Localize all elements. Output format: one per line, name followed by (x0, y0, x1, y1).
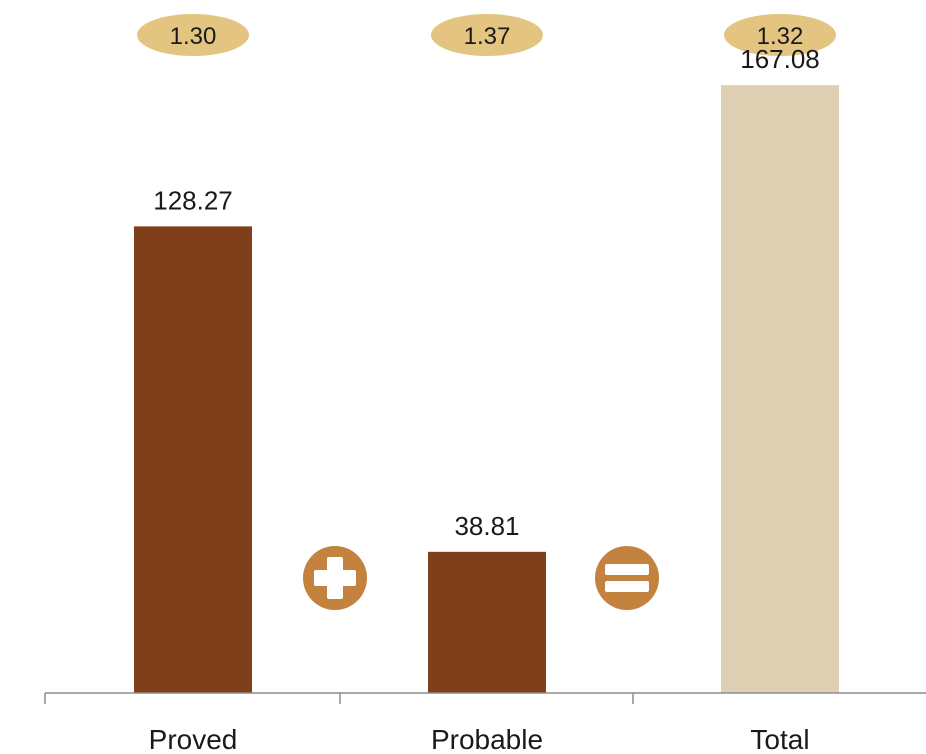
value-label: 128.27 (153, 185, 233, 215)
category-label: Probable (431, 724, 543, 754)
ratio-badge: 1.37 (431, 14, 543, 56)
plus-circle-icon (303, 546, 367, 610)
value-label: 38.81 (454, 511, 519, 541)
ratio-badges: 1.30 1.37 1.32 (137, 14, 836, 56)
ratio-badge-shape (724, 14, 836, 56)
bar-total (721, 85, 839, 693)
category-labels: Proved Probable Total (149, 724, 810, 754)
equals-circle-icon (595, 546, 659, 610)
value-labels: 128.27 38.81 167.08 (153, 44, 820, 541)
ratio-badge: 1.32 (724, 14, 836, 56)
ratio-badge-shape (137, 14, 249, 56)
bar-probable (428, 551, 546, 693)
ratio-badge-label: 1.37 (464, 23, 511, 50)
x-axis (44, 692, 926, 704)
ratio-badge: 1.30 (137, 14, 249, 56)
bar-series (134, 85, 839, 693)
bar-proved (134, 226, 252, 693)
ratio-badge-shape (431, 14, 543, 56)
category-label: Total (750, 724, 809, 754)
ratio-badge-label: 1.32 (757, 23, 804, 50)
category-label: Proved (149, 724, 238, 754)
value-label: 167.08 (740, 44, 820, 74)
operator-icons (303, 546, 659, 610)
ratio-badge-label: 1.30 (170, 23, 217, 50)
